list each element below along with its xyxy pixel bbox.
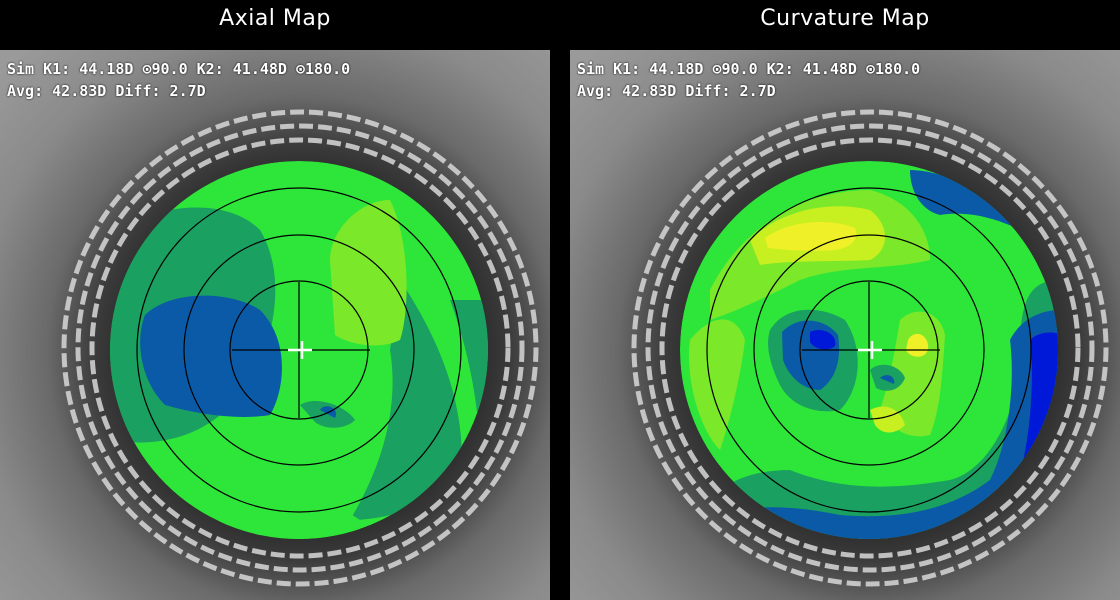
center-reticle-icon	[858, 341, 882, 359]
curvature-map-panel: Curvature Map	[570, 0, 1120, 600]
axial-map-title: Axial Map	[219, 6, 331, 31]
curvature-sim-k-readout: Sim K1: 44.18D ⊙90.0 K2: 41.48D ⊙180.0	[577, 60, 921, 78]
curvature-map-canvas[interactable]	[570, 50, 1120, 600]
axial-avg-diff-readout: Avg: 42.83D Diff: 2.7D	[7, 82, 206, 100]
axial-contour-map	[110, 161, 488, 539]
map-grid	[136, 187, 462, 513]
axial-map-panel: Axial Map	[0, 0, 550, 600]
axial-sim-k-readout: Sim K1: 44.18D ⊙90.0 K2: 41.48D ⊙180.0	[7, 60, 351, 78]
curvature-avg-diff-readout: Avg: 42.83D Diff: 2.7D	[577, 82, 776, 100]
panel-divider	[550, 0, 570, 600]
curvature-map-title: Curvature Map	[760, 6, 930, 31]
center-reticle-icon	[288, 341, 312, 359]
placido-rings	[631, 109, 1109, 587]
curvature-contour-map	[680, 161, 1058, 539]
axial-map-view[interactable]	[0, 50, 550, 600]
axial-map-canvas[interactable]	[0, 50, 550, 600]
placido-rings	[61, 109, 539, 587]
curvature-map-view[interactable]	[570, 50, 1120, 600]
